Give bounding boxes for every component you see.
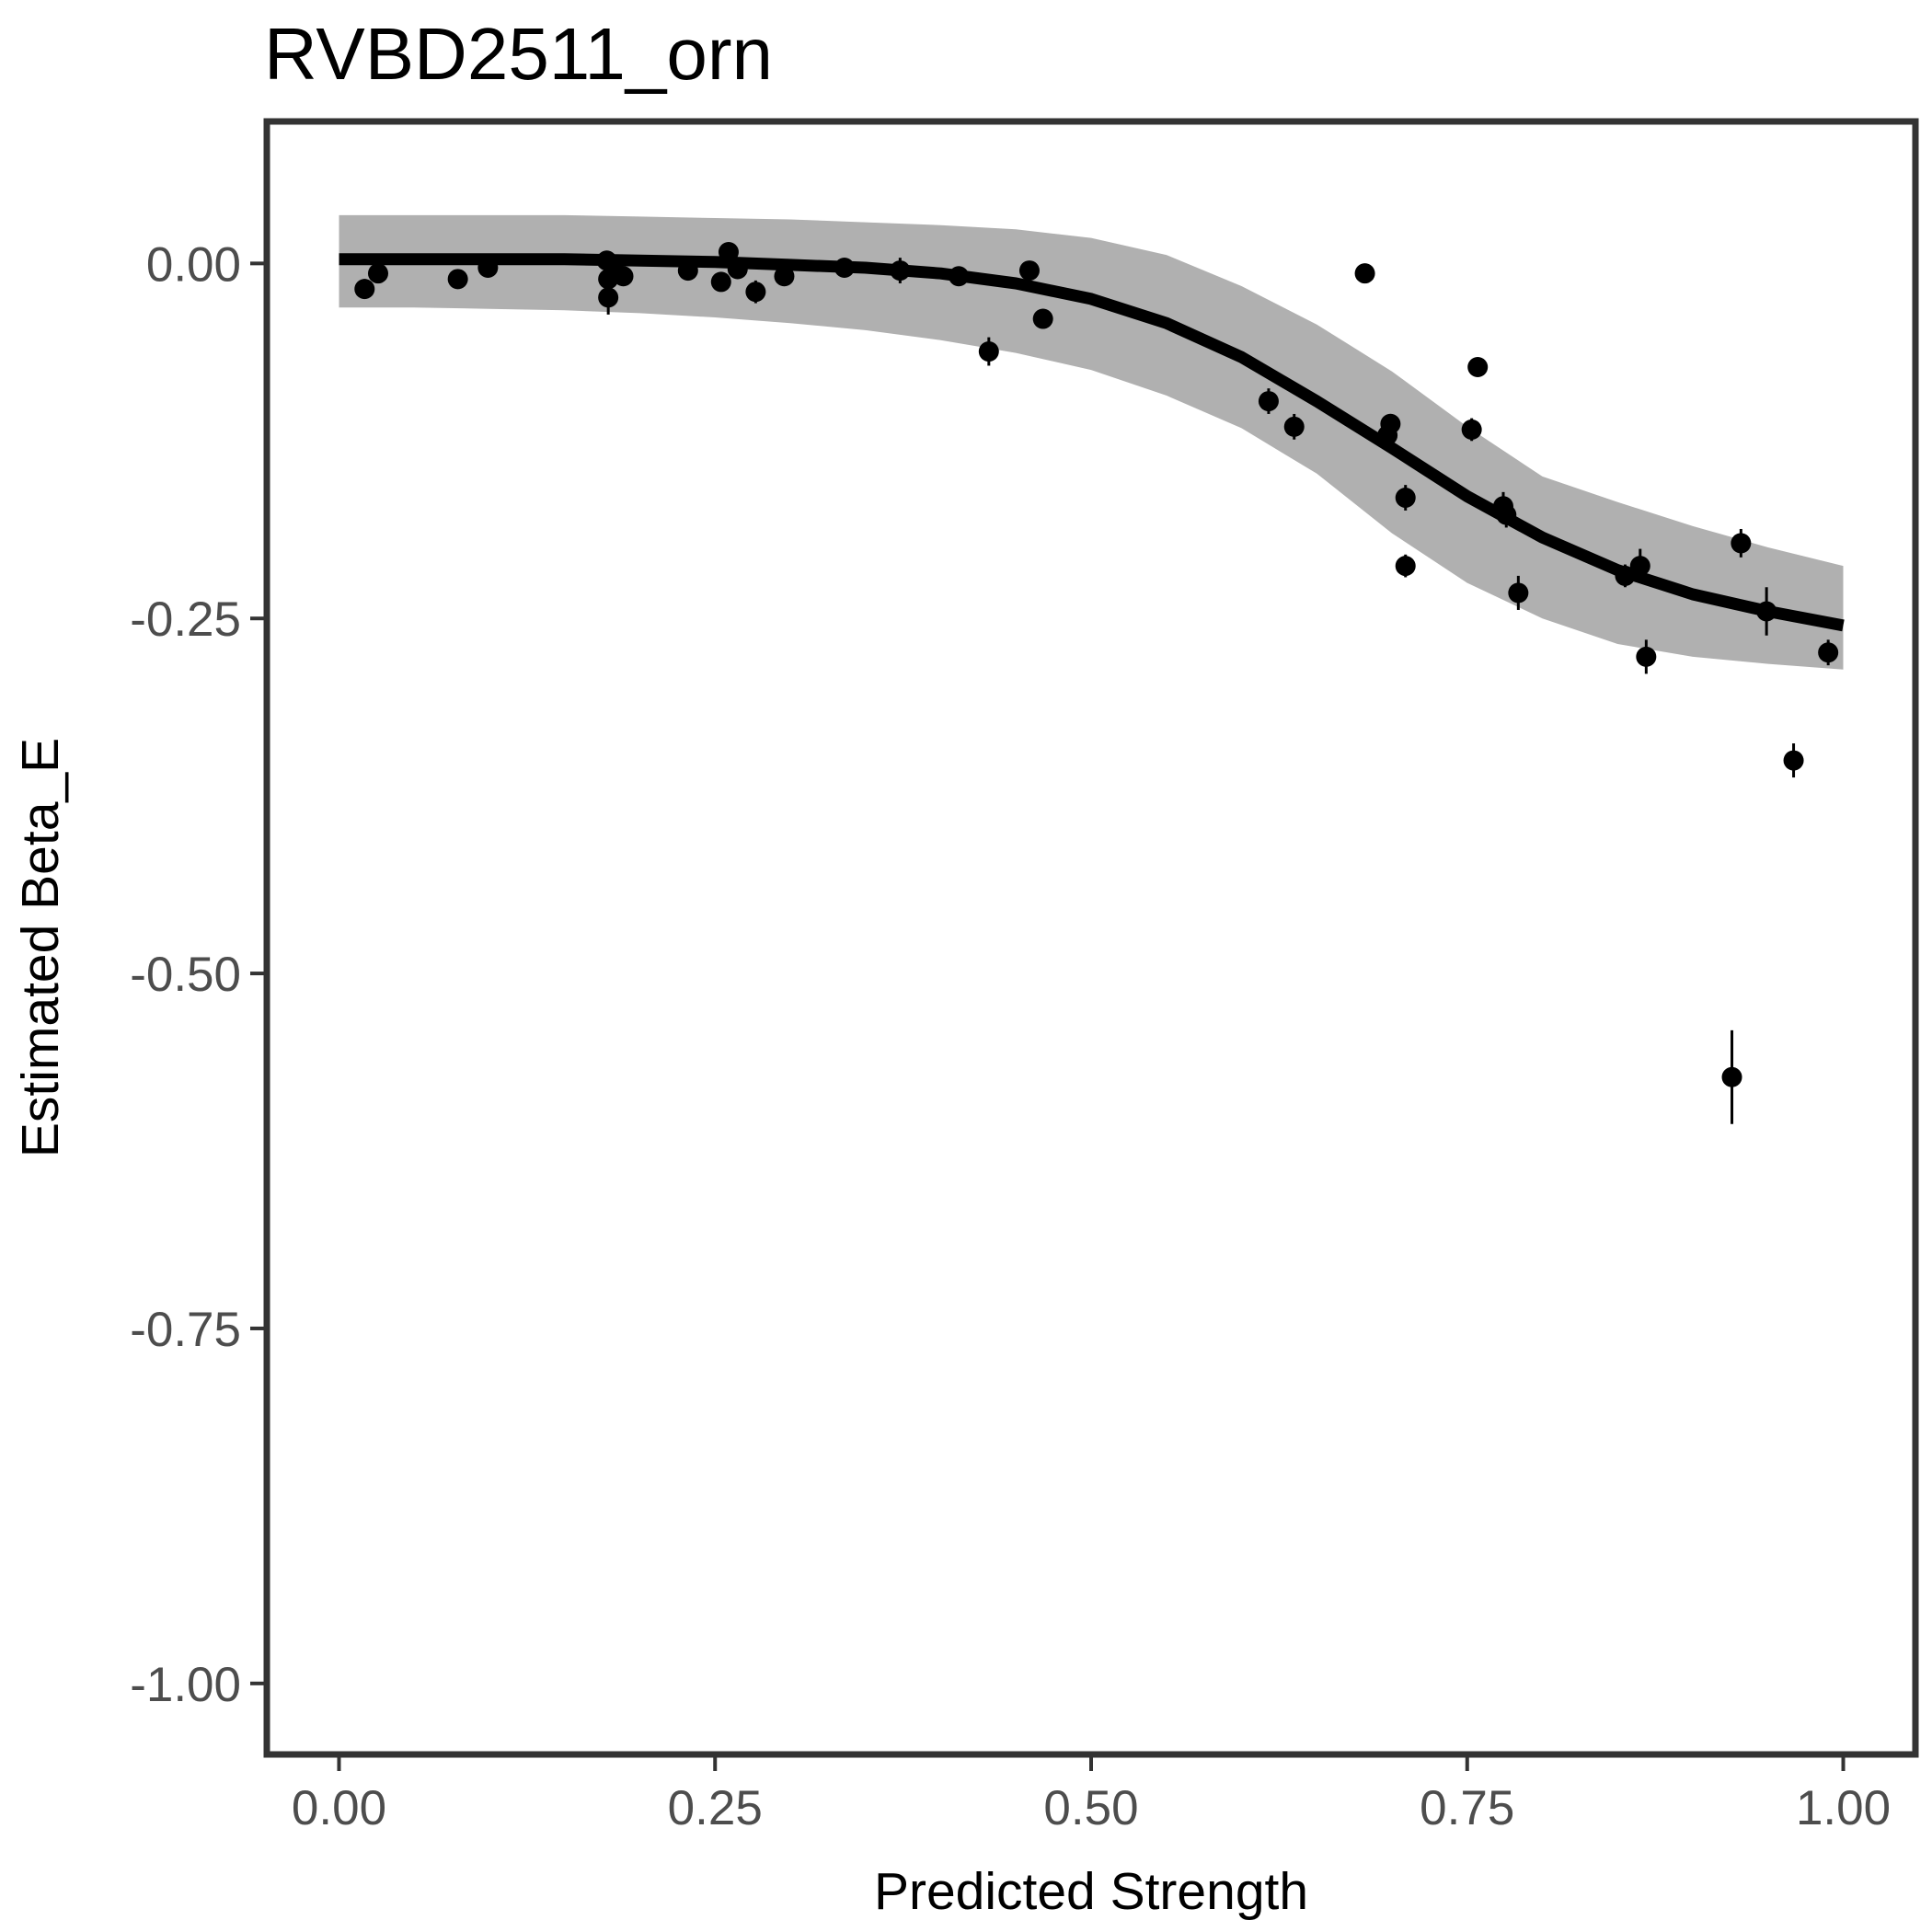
y-tick-label: -1.00 [130,1658,241,1712]
data-point [598,287,619,308]
data-point [1756,601,1777,622]
data-point [1783,750,1804,771]
data-point [978,341,999,362]
confidence-ribbon [339,214,1844,670]
data-point [1032,308,1053,329]
data-point [745,282,766,303]
data-point [1354,263,1375,284]
data-point [1395,556,1416,577]
data-point [447,269,468,290]
data-point [1380,413,1401,434]
data-point [774,266,795,287]
panel-border [263,118,1919,1758]
data-point [1395,488,1416,509]
x-axis-title: Predicted Strength [874,1862,1308,1921]
data-point [613,266,634,287]
data-point [1629,556,1650,577]
data-point [1615,565,1636,586]
data-point [1467,357,1489,378]
y-tick-label: 0.00 [146,237,241,292]
data-point [710,271,731,293]
y-tick-label: -0.25 [130,592,241,647]
data-point [1731,533,1752,554]
data-point [834,257,855,278]
data-point [727,259,748,280]
x-axis: 0.00 0.25 0.50 0.75 1.00 [292,1757,1891,1835]
chart-title: RVBD2511_orn [264,13,773,95]
data-point [718,242,739,262]
data-point [1496,504,1517,525]
data-point [677,260,698,282]
x-tick-label: 0.75 [1420,1781,1514,1835]
x-tick-label: 0.25 [668,1781,763,1835]
data-point [1283,416,1305,437]
y-axis-title: Estimated Beta_E [11,738,70,1157]
y-tick-label: -0.75 [130,1303,241,1357]
data-point [1818,642,1839,663]
data-point [1461,419,1482,440]
data-point [367,263,388,284]
y-tick-label: -0.50 [130,948,241,1002]
data-point [949,266,970,287]
x-tick-label: 0.50 [1043,1781,1138,1835]
data-point [477,257,499,278]
data-point [1018,260,1040,282]
data-point [1258,391,1279,412]
data-point [354,279,375,300]
data-point [1508,582,1529,604]
x-tick-label: 1.00 [1796,1781,1891,1835]
data-point [890,260,911,282]
x-tick-label: 0.00 [292,1781,386,1835]
data-points [354,242,1839,1124]
data-point [1636,646,1657,667]
y-axis: 0.00 -0.25 -0.50 -0.75 -1.00 [130,237,264,1712]
data-point [1721,1066,1742,1087]
fit-line [339,253,1845,632]
